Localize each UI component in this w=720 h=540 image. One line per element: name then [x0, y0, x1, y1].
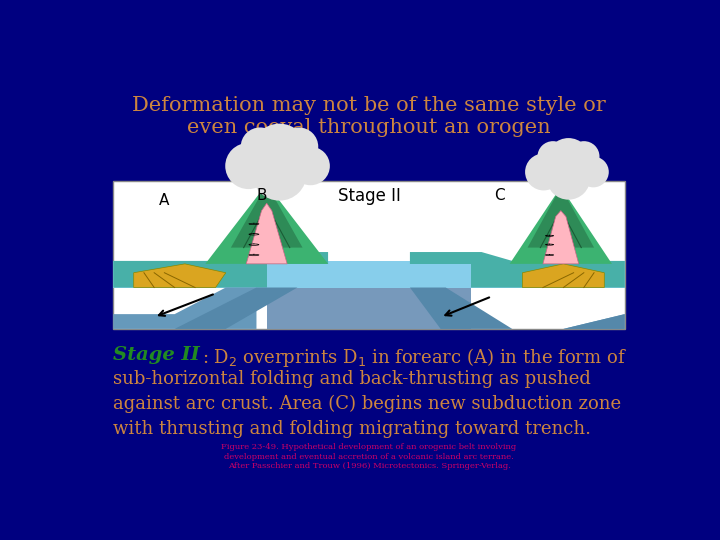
Text: with thrusting and folding migrating toward trench.: with thrusting and folding migrating tow…: [113, 420, 591, 438]
Circle shape: [253, 147, 307, 201]
Text: Figure 23-49. Hypothetical development of an orogenic belt involving
development: Figure 23-49. Hypothetical development o…: [221, 443, 517, 470]
Text: Deformation may not be of the same style or
even coeval throughout an orogen: Deformation may not be of the same style…: [132, 96, 606, 137]
Circle shape: [525, 153, 562, 191]
Text: against arc crust. Area (C) begins new subduction zone: against arc crust. Area (C) begins new s…: [113, 395, 621, 414]
Circle shape: [240, 127, 279, 166]
Polygon shape: [246, 203, 287, 264]
Polygon shape: [231, 184, 302, 248]
Polygon shape: [410, 287, 625, 329]
Polygon shape: [510, 187, 612, 264]
Circle shape: [253, 124, 307, 178]
Circle shape: [569, 141, 600, 172]
Text: : D$_2$ overprints D$_1$ in forearc (A) in the form of: : D$_2$ overprints D$_1$ in forearc (A) …: [202, 346, 627, 369]
Polygon shape: [523, 264, 604, 287]
Text: Stage II: Stage II: [338, 187, 400, 205]
Circle shape: [546, 138, 590, 181]
Polygon shape: [134, 264, 226, 287]
Circle shape: [279, 127, 318, 166]
Circle shape: [546, 157, 590, 200]
Polygon shape: [113, 261, 625, 287]
Circle shape: [225, 143, 271, 189]
Polygon shape: [113, 287, 256, 329]
Polygon shape: [266, 264, 472, 287]
Polygon shape: [410, 252, 625, 287]
Text: sub-horizontal folding and back-thrusting as pushed: sub-horizontal folding and back-thrustin…: [113, 370, 591, 388]
Bar: [113, 181, 625, 329]
Text: C: C: [494, 188, 505, 204]
Polygon shape: [528, 187, 594, 248]
Text: B: B: [256, 188, 267, 204]
Circle shape: [577, 157, 609, 187]
Polygon shape: [205, 184, 328, 264]
Circle shape: [291, 147, 330, 185]
Circle shape: [538, 141, 569, 172]
Polygon shape: [543, 211, 579, 264]
Polygon shape: [113, 287, 297, 329]
Polygon shape: [482, 314, 625, 329]
Text: A: A: [159, 193, 170, 208]
Text: Stage II: Stage II: [113, 346, 200, 364]
Polygon shape: [113, 252, 328, 287]
Polygon shape: [266, 287, 472, 329]
